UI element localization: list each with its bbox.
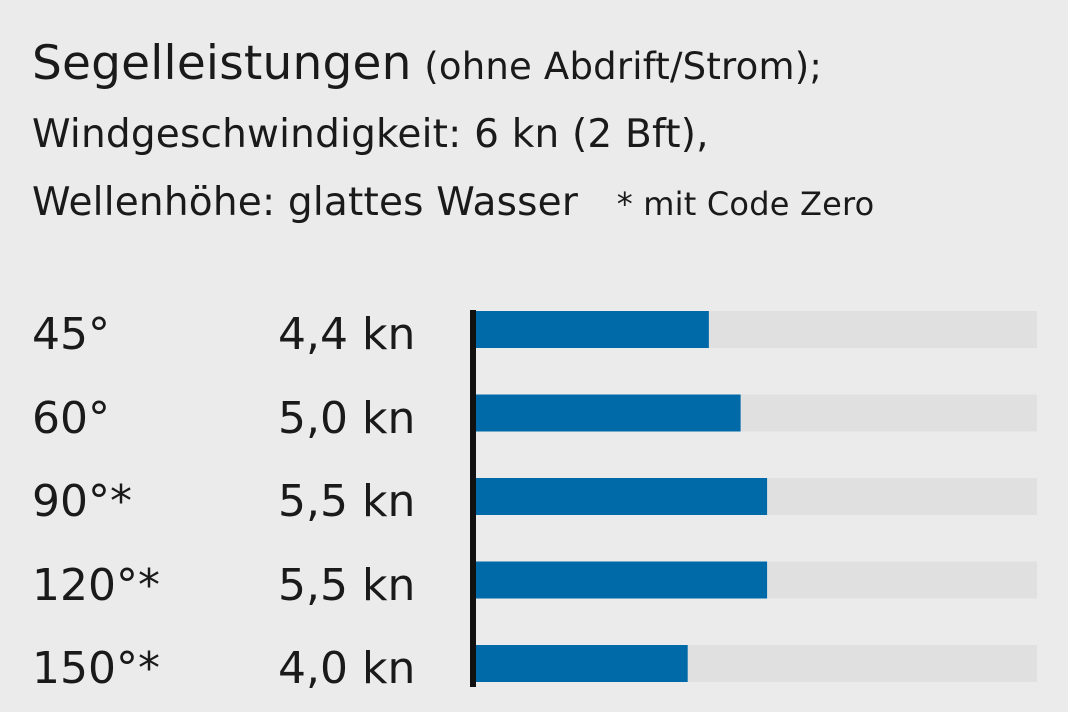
chart-subtitle: (ohne Abdrift/Strom); (424, 45, 823, 88)
bar (476, 645, 688, 682)
category-label: 90°* (32, 476, 132, 527)
category-label: 120°* (32, 559, 160, 611)
bar (476, 478, 768, 515)
category-label: 60° (32, 392, 110, 444)
wind-speed-label: Windgeschwindigkeit: 6 kn (2 Bft), (32, 112, 709, 157)
category-label: 45° (32, 309, 110, 360)
bar (476, 311, 709, 348)
heading-line-2: Windgeschwindigkeit: 6 kn (2 Bft), (32, 101, 1042, 169)
heading-line-1: Segelleistungen (ohne Abdrift/Strom); (32, 30, 1042, 101)
value-label: 5,5 kn (278, 476, 416, 527)
bar (476, 394, 741, 432)
heading-line-3: Wellenhöhe: glattes Wasser * mit Code Ze… (32, 169, 1042, 238)
category-label: 150°* (32, 643, 160, 694)
value-label: 4,4 kn (278, 309, 416, 360)
chart-heading: Segelleistungen (ohne Abdrift/Strom); Wi… (32, 30, 1042, 238)
value-label: 4,0 kn (278, 643, 416, 694)
y-axis-line (470, 310, 476, 687)
value-label: 5,0 kn (278, 392, 416, 444)
value-label: 5,5 kn (278, 559, 416, 611)
chart-title: Segelleistungen (32, 36, 412, 91)
wave-height-label: Wellenhöhe: glattes Wasser (32, 180, 579, 225)
bar (476, 561, 768, 599)
code-zero-footnote: * mit Code Zero (616, 185, 875, 223)
